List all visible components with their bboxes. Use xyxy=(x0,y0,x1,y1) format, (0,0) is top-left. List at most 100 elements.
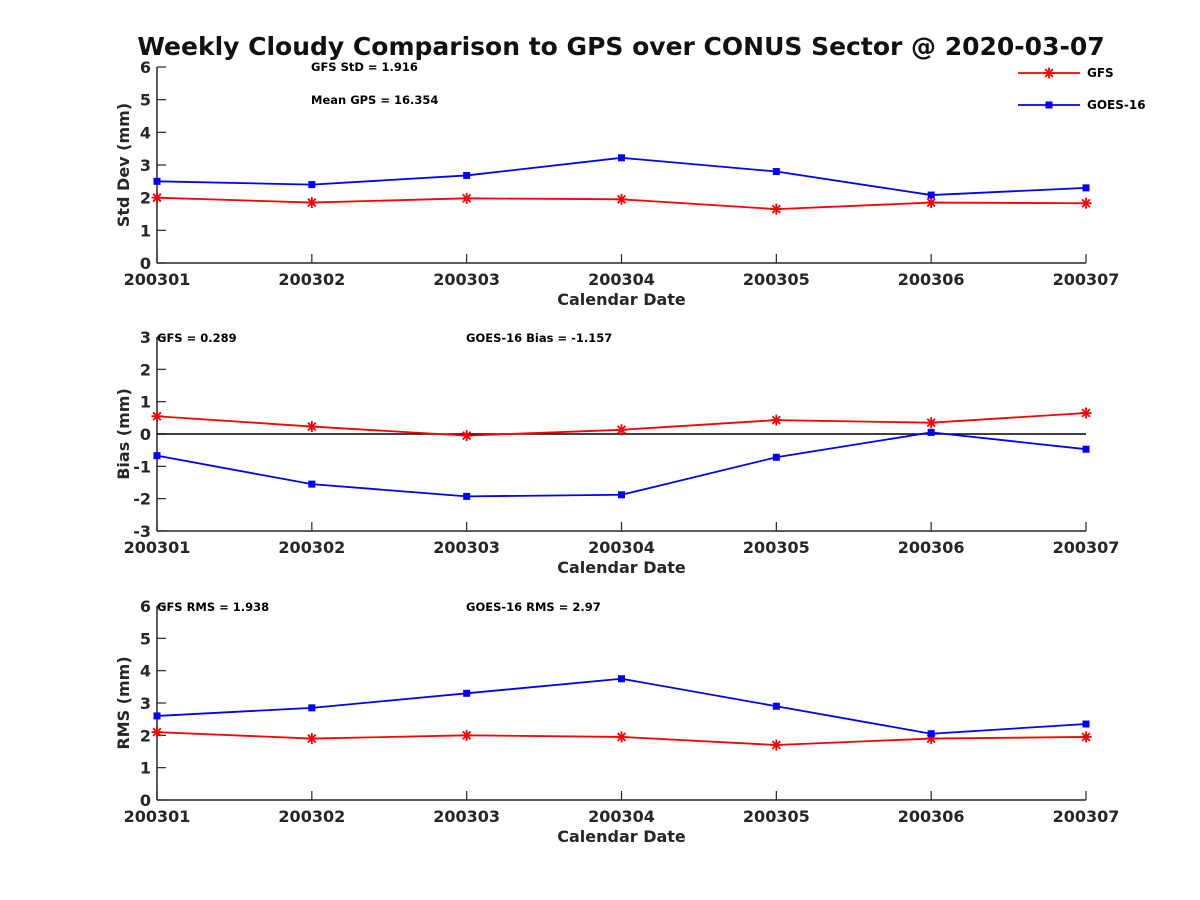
x-tick-label: 200306 xyxy=(898,538,965,557)
y-tick-label: 5 xyxy=(140,629,151,648)
chart-legend: GFS GOES-16 xyxy=(1018,66,1146,112)
data-point-gfs xyxy=(306,421,318,433)
y-tick-label: 1 xyxy=(140,759,151,778)
panel-1: 0 1 2 3 4 5 6 200301 200302 200303 200304 200305 200… xyxy=(114,58,1119,309)
series-line-goes-16 xyxy=(156,431,1087,498)
data-point-goes-16 xyxy=(772,168,780,176)
data-point-gfs xyxy=(1080,731,1092,743)
data-point-goes-16 xyxy=(927,191,935,199)
data-point-goes-16 xyxy=(772,453,780,461)
x-tick-label: 200301 xyxy=(124,270,191,289)
x-tick-label: 200302 xyxy=(278,270,345,289)
y-tick-label: 0 xyxy=(140,254,151,273)
data-point-goes-16 xyxy=(618,154,625,162)
data-point-goes-16 xyxy=(772,702,780,710)
data-point-gfs xyxy=(1080,407,1092,419)
y-tick-label: 2 xyxy=(140,726,151,745)
x-axis-label: Calendar Date xyxy=(557,290,686,309)
data-point-gfs xyxy=(770,203,782,215)
x-tick-label: 200302 xyxy=(278,538,345,557)
x-tick-label: 200307 xyxy=(1053,270,1120,289)
legend-marker-gfs xyxy=(1043,67,1055,79)
data-point-goes-16 xyxy=(463,171,471,179)
data-point-gfs xyxy=(925,197,937,209)
data-point-goes-16 xyxy=(153,177,161,185)
data-point-gfs xyxy=(616,193,627,205)
y-tick-label: 4 xyxy=(140,123,151,142)
series-line-goes-16 xyxy=(156,156,1087,196)
x-tick-label: 200301 xyxy=(124,807,191,826)
x-tick-label: 200305 xyxy=(743,807,810,826)
legend-label: GOES-16 xyxy=(1087,98,1146,112)
x-tick-label: 200304 xyxy=(588,807,655,826)
x-tick-label: 200302 xyxy=(278,807,345,826)
y-tick-label: 3 xyxy=(140,694,151,713)
data-point-gfs xyxy=(461,192,473,204)
data-point-goes-16 xyxy=(153,712,161,720)
y-tick-label: 4 xyxy=(140,662,151,681)
y-tick-label: 6 xyxy=(140,597,151,616)
data-point-goes-16 xyxy=(308,480,316,488)
data-point-gfs xyxy=(616,731,627,743)
data-point-goes-16 xyxy=(1082,445,1090,453)
data-point-goes-16 xyxy=(1082,184,1090,192)
data-point-goes-16 xyxy=(618,675,625,683)
y-tick-label: 1 xyxy=(140,221,151,240)
series-line-goes-16 xyxy=(156,677,1087,735)
x-axis-label: Calendar Date xyxy=(557,827,686,846)
panel-3: 0 1 2 3 4 5 6 200301 200302 200303 200304 200305 200… xyxy=(114,597,1119,846)
legend-label: GFS xyxy=(1087,66,1114,80)
data-point-gfs xyxy=(306,733,318,745)
x-tick-label: 200304 xyxy=(588,270,655,289)
x-tick-label: 200304 xyxy=(588,538,655,557)
data-point-gfs xyxy=(925,417,937,429)
y-tick-label: 2 xyxy=(140,360,151,379)
y-tick-label: -1 xyxy=(133,457,151,476)
data-point-gfs xyxy=(151,726,163,738)
y-axis-label: RMS (mm) xyxy=(114,656,133,749)
x-tick-label: 200305 xyxy=(743,270,810,289)
data-point-gfs xyxy=(616,424,627,436)
x-tick-label: 200301 xyxy=(124,538,191,557)
y-tick-label: 5 xyxy=(140,91,151,110)
stat-annotation: GFS RMS = 1.938 xyxy=(157,600,269,614)
stat-annotation: GFS StD = 1.916 xyxy=(311,60,418,74)
legend-marker-goes-16 xyxy=(1045,101,1053,109)
data-point-goes-16 xyxy=(308,181,316,189)
stat-annotation: GFS = 0.289 xyxy=(157,331,237,345)
data-point-goes-16 xyxy=(308,704,316,712)
y-tick-label: 0 xyxy=(140,791,151,810)
x-tick-label: 200306 xyxy=(898,807,965,826)
data-point-gfs xyxy=(770,414,782,426)
y-tick-label: 1 xyxy=(140,393,151,412)
y-tick-label: -2 xyxy=(133,490,151,509)
data-point-gfs xyxy=(461,430,473,442)
y-tick-label: 6 xyxy=(140,58,151,77)
data-point-goes-16 xyxy=(153,452,161,460)
y-tick-label: 2 xyxy=(140,189,151,208)
data-point-gfs xyxy=(461,729,473,741)
x-tick-label: 200303 xyxy=(433,807,500,826)
data-point-gfs xyxy=(770,739,782,751)
data-point-gfs xyxy=(306,197,318,209)
chart-title: Weekly Cloudy Comparison to GPS over CON… xyxy=(137,32,1104,61)
panel-2: -3 -2 -1 0 1 2 3 200301 200302 200303 200304 200305… xyxy=(114,328,1119,577)
data-point-gfs xyxy=(151,192,163,204)
stat-annotation: GOES-16 RMS = 2.97 xyxy=(466,600,601,614)
data-point-goes-16 xyxy=(463,689,471,697)
y-tick-label: 0 xyxy=(140,425,151,444)
x-tick-label: 200307 xyxy=(1053,538,1120,557)
x-tick-label: 200306 xyxy=(898,270,965,289)
x-tick-label: 200303 xyxy=(433,270,500,289)
y-tick-label: 3 xyxy=(140,156,151,175)
x-tick-label: 200307 xyxy=(1053,807,1120,826)
data-point-goes-16 xyxy=(618,491,625,499)
data-point-goes-16 xyxy=(927,428,935,436)
stat-annotation: Mean GPS = 16.354 xyxy=(311,93,438,107)
y-axis-label: Std Dev (mm) xyxy=(114,103,133,227)
data-point-gfs xyxy=(1080,197,1092,209)
data-point-goes-16 xyxy=(927,730,935,738)
data-point-gfs xyxy=(151,410,163,422)
